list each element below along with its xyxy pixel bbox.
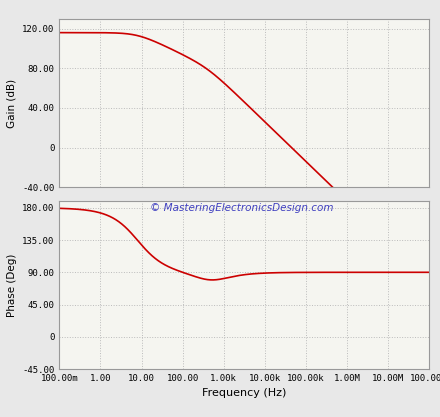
Y-axis label: Gain (dB): Gain (dB) xyxy=(7,78,17,128)
X-axis label: Frequency (Hz): Frequency (Hz) xyxy=(202,389,286,399)
Text: © MasteringElectronicsDesign.com: © MasteringElectronicsDesign.com xyxy=(150,203,334,213)
Y-axis label: Phase (Deg): Phase (Deg) xyxy=(7,253,17,317)
